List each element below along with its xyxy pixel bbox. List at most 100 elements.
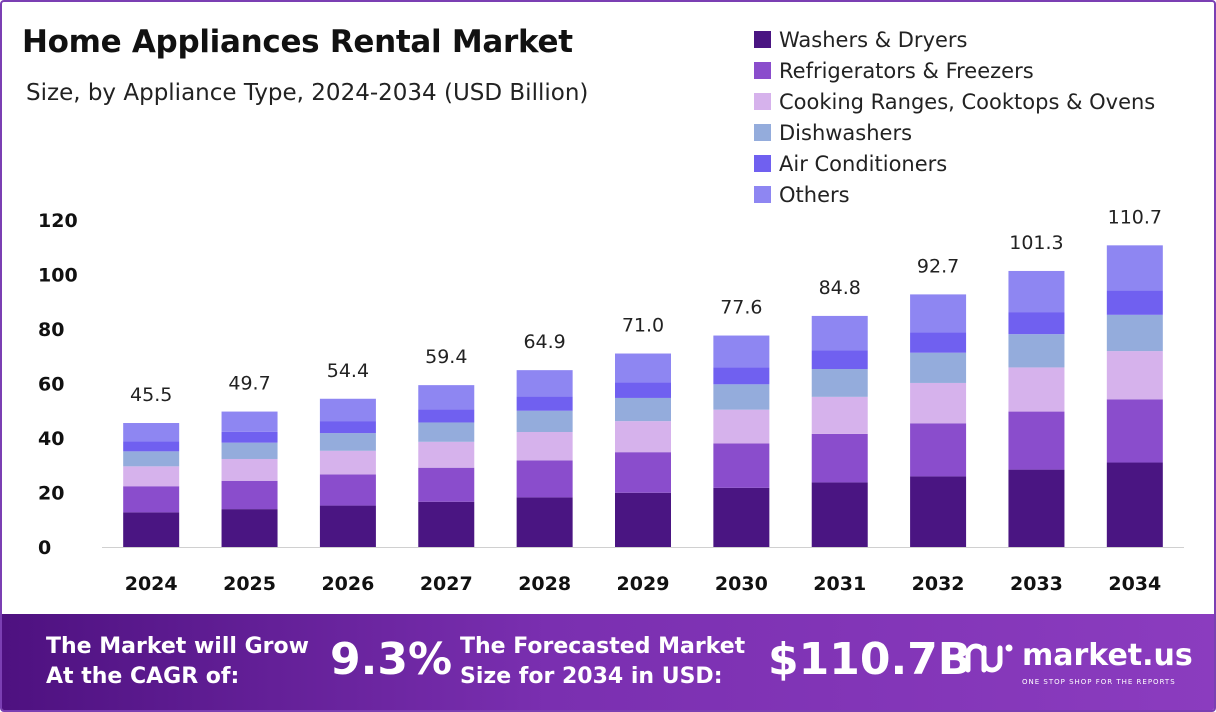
bar-segment xyxy=(516,410,573,433)
bar-segment xyxy=(910,332,967,353)
total-data-label: 49.7 xyxy=(228,373,270,395)
bar-segment xyxy=(1008,411,1065,470)
x-tick-label: 2029 xyxy=(617,573,670,595)
total-data-label: 71.0 xyxy=(622,315,664,337)
legend-label: Others xyxy=(779,182,850,207)
total-data-label: 101.3 xyxy=(1009,232,1063,254)
legend-item: Refrigerators & Freezers xyxy=(754,55,1155,86)
bar-segment xyxy=(418,501,475,547)
x-tick-label: 2033 xyxy=(1010,573,1063,595)
legend-label: Cooking Ranges, Cooktops & Ovens xyxy=(779,89,1156,114)
bar-segment xyxy=(1106,245,1163,291)
total-data-label: 92.7 xyxy=(917,255,959,277)
legend-item: Washers & Dryers xyxy=(754,24,1155,55)
legend-item: Air Conditioners xyxy=(754,148,1155,179)
legend-swatch xyxy=(754,124,771,141)
bar-segment xyxy=(713,367,770,385)
bar-segment xyxy=(123,466,180,487)
bar-segment xyxy=(713,409,770,444)
y-tick-label: 40 xyxy=(38,428,64,450)
legend-swatch xyxy=(754,62,771,79)
bar-segment xyxy=(910,352,967,383)
y-tick-label: 20 xyxy=(38,483,64,505)
bar-segment xyxy=(319,474,376,506)
footer-banner: The Market will Grow At the CAGR of: 9.3… xyxy=(2,614,1214,710)
bar-segment xyxy=(221,509,278,547)
y-tick-label: 60 xyxy=(38,374,64,396)
cagr-label: The Market will Grow At the CAGR of: xyxy=(46,632,309,692)
total-data-label: 45.5 xyxy=(130,384,172,406)
bar-segment xyxy=(615,492,671,547)
bar-segment xyxy=(221,458,278,481)
y-tick-label: 80 xyxy=(38,319,64,341)
total-data-label: 54.4 xyxy=(327,360,369,382)
bar-segment xyxy=(1106,290,1163,315)
bar-segment xyxy=(516,432,573,461)
bar-segment xyxy=(418,422,475,442)
bar-segment xyxy=(319,450,376,475)
x-tick-label: 2030 xyxy=(715,573,768,595)
stacked-bar-chart: 0 20 40 60 80 100 120 2024 45.5 2025 49.7 2026 54.4 2… xyxy=(38,206,1184,595)
legend-swatch xyxy=(754,155,771,172)
bar-segment xyxy=(1008,334,1065,368)
chart-title: Home Appliances Rental Market xyxy=(22,24,573,60)
brand-tagline: ONE STOP SHOP FOR THE REPORTS xyxy=(1022,678,1176,686)
bar-segment xyxy=(319,433,376,451)
y-tick-label: 0 xyxy=(38,537,51,559)
bar-segment xyxy=(123,512,180,547)
bar-segment xyxy=(713,384,770,410)
bar-segment xyxy=(713,487,770,547)
total-data-label: 84.8 xyxy=(819,277,861,299)
bar-segment xyxy=(1106,399,1163,463)
forecast-label-line1: The Forecasted Market xyxy=(460,634,746,659)
brand-name: market.us xyxy=(1022,638,1193,673)
bar-segment xyxy=(123,451,180,467)
x-tick-label: 2027 xyxy=(420,573,473,595)
legend-label: Washers & Dryers xyxy=(779,27,968,52)
x-tick-label: 2025 xyxy=(223,573,276,595)
total-data-label: 110.7 xyxy=(1108,206,1162,228)
cagr-label-line2: At the CAGR of: xyxy=(46,664,240,689)
legend-label: Refrigerators & Freezers xyxy=(779,58,1034,83)
x-tick-label: 2028 xyxy=(518,573,571,595)
legend-swatch xyxy=(754,93,771,110)
bar-segment xyxy=(221,411,278,432)
bar-segment xyxy=(221,431,278,443)
bar-segment xyxy=(221,442,278,459)
legend-item: Dishwashers xyxy=(754,117,1155,148)
cagr-value: 9.3% xyxy=(330,634,453,685)
bar-segment xyxy=(615,397,671,422)
bar-segment xyxy=(811,369,868,397)
bar-segment xyxy=(516,370,573,397)
bar-segment xyxy=(811,482,868,547)
bar-segment xyxy=(1106,351,1163,400)
total-data-label: 64.9 xyxy=(523,331,565,353)
bar-segment xyxy=(123,486,180,513)
bar-segment xyxy=(418,385,475,410)
bar-segment xyxy=(1008,270,1065,313)
bar-segment xyxy=(615,382,671,398)
legend-item: Others xyxy=(754,179,1155,210)
bar-segment xyxy=(811,350,868,370)
bar-segment xyxy=(319,421,376,434)
bar-segment xyxy=(418,467,475,502)
forecast-label-line2: Size for 2034 in USD: xyxy=(460,664,723,689)
bar-segment xyxy=(123,423,180,442)
legend-label: Dishwashers xyxy=(779,120,913,145)
bar-segment xyxy=(615,421,671,453)
chart-legend: Washers & Dryers Refrigerators & Freezers… xyxy=(754,24,1155,210)
legend-label: Air Conditioners xyxy=(779,151,948,176)
x-tick-label: 2026 xyxy=(321,573,374,595)
legend-swatch xyxy=(754,186,771,203)
x-tick-label: 2031 xyxy=(813,573,866,595)
bar-segment xyxy=(418,441,475,468)
bar-segment xyxy=(615,452,671,493)
bar-segment xyxy=(319,505,376,547)
y-tick-label: 100 xyxy=(38,265,78,287)
bar-segment xyxy=(811,315,868,351)
brand-logo[interactable]: market.us ONE STOP SHOP FOR THE REPORTS xyxy=(964,638,1193,686)
bar-segment xyxy=(319,398,376,422)
bar-segment xyxy=(1008,469,1065,547)
bar-segment xyxy=(615,353,671,383)
cagr-label-line1: The Market will Grow xyxy=(46,634,309,659)
